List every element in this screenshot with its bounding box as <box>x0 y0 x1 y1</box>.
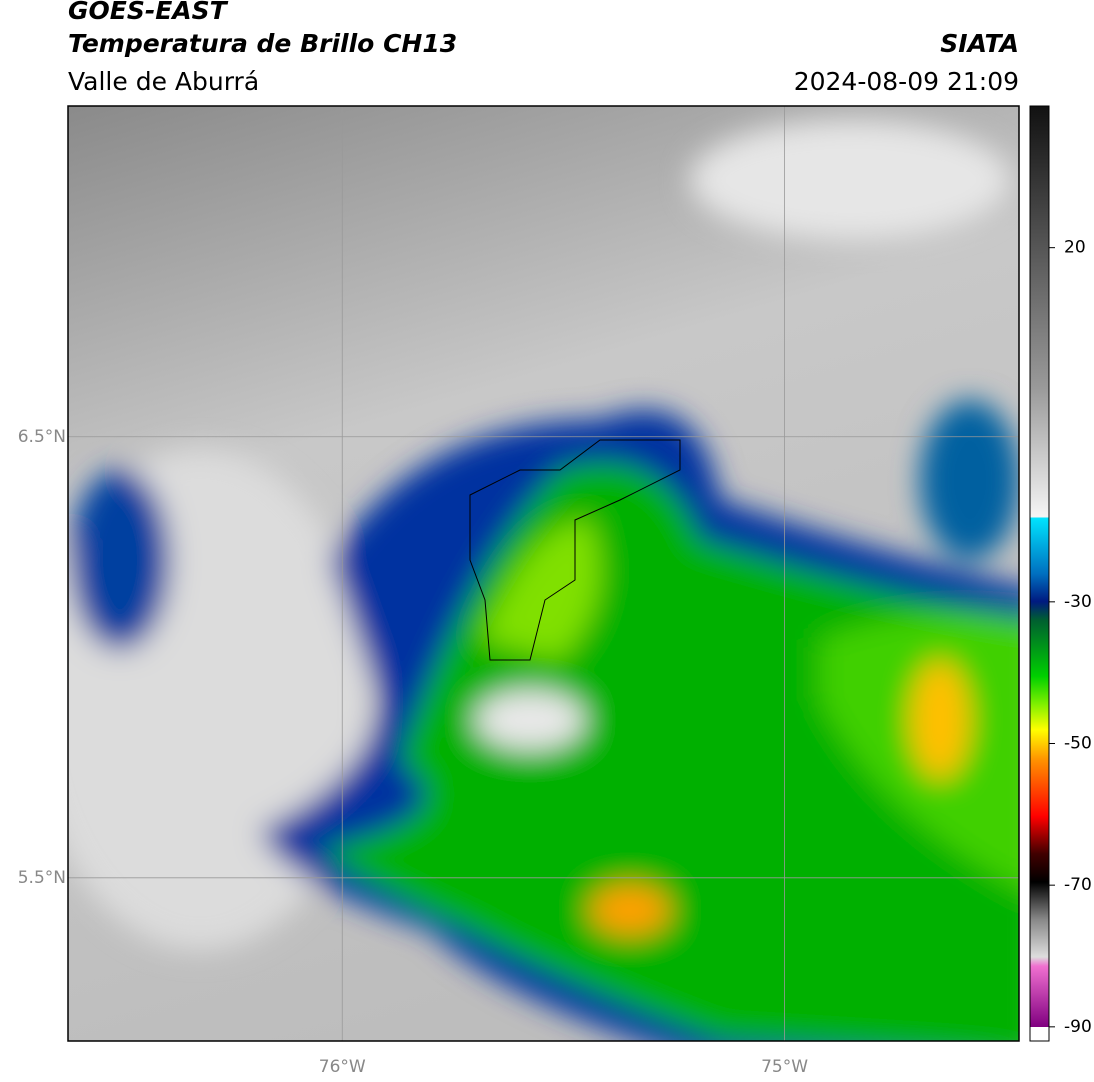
colorbar-tick-label: 20 <box>1064 238 1086 258</box>
colorbar-tick-label: -70 <box>1064 875 1092 895</box>
map-frame <box>67 105 1020 1042</box>
colorbar-tick-label: -50 <box>1064 734 1092 754</box>
timestamp: 2024-08-09 21:09 <box>794 67 1019 96</box>
x-tick-label: 75°W <box>761 1057 808 1077</box>
colorbar-tick-label: -90 <box>1064 1017 1092 1037</box>
satellite-image <box>68 106 1019 1041</box>
colorbar <box>1029 105 1050 1042</box>
subtitle: Temperatura de Brillo CH13 <box>68 29 457 58</box>
colorbar-tick-label: -30 <box>1064 592 1092 612</box>
region: Valle de Aburrá <box>68 67 259 96</box>
title: GOES-EAST <box>68 0 229 25</box>
y-tick-label: 6.5°N <box>18 427 66 447</box>
source: SIATA <box>940 29 1019 58</box>
x-tick-label: 76°W <box>319 1057 366 1077</box>
y-tick-label: 5.5°N <box>18 868 66 888</box>
